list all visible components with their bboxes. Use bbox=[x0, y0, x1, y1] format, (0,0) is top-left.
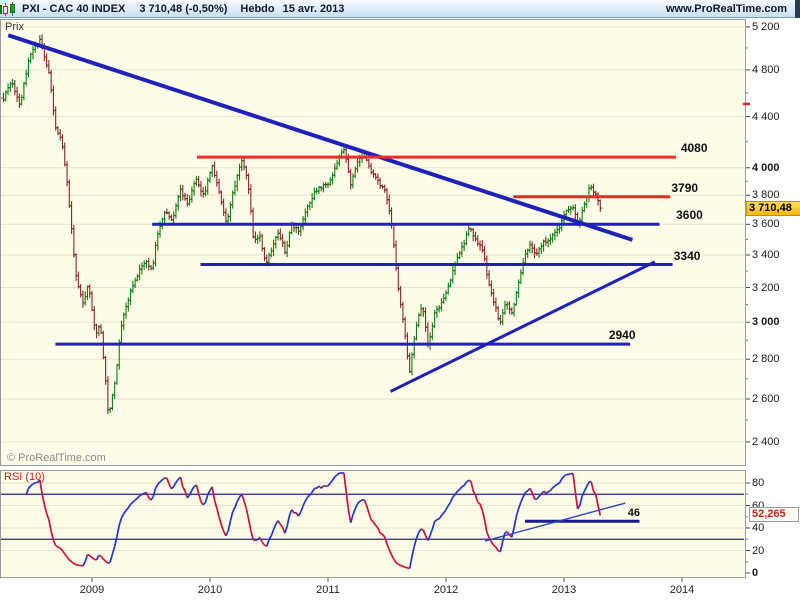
time-axis-year-label: 2011 bbox=[316, 584, 340, 596]
date-label: 15 avr. 2013 bbox=[282, 2, 345, 15]
price-axis-label: 3 600 bbox=[752, 218, 780, 231]
current-price-marker: 3 710,48 bbox=[746, 201, 800, 217]
price-axis-title: Prix bbox=[5, 21, 24, 33]
rsi-indicator-label[interactable]: RSI (10) bbox=[4, 471, 45, 483]
price-axis-label: 3 000 bbox=[752, 316, 780, 329]
timeframe-label: Hebdo bbox=[240, 2, 275, 15]
price-axis-label: 2 600 bbox=[752, 392, 780, 405]
time-axis-year-label: 2009 bbox=[79, 584, 105, 596]
time-axis-year-label: 2012 bbox=[433, 584, 459, 596]
rsi-level-annotation: 46 bbox=[627, 507, 640, 520]
price-axis-label: 2 800 bbox=[752, 353, 780, 366]
rsi-indicator-plot[interactable] bbox=[0, 470, 746, 578]
rsi-axis-label: 80 bbox=[752, 477, 765, 489]
main-chart-plot[interactable] bbox=[0, 19, 746, 466]
prorealtime-watermark: © ProRealTime.com bbox=[7, 452, 106, 464]
rsi-axis-label: 40 bbox=[752, 522, 765, 534]
rsi-axis-label: 0 bbox=[752, 567, 759, 579]
title-bar: PXI - CAC 40 INDEX 3 710,48 (-0,50%) Heb… bbox=[0, 0, 800, 18]
time-axis-year-label: 2010 bbox=[197, 584, 223, 596]
price-axis-label: 3 800 bbox=[752, 189, 780, 202]
rsi-axis-label: 20 bbox=[752, 544, 765, 557]
price-change-percent: (-0,50%) bbox=[185, 2, 228, 15]
last-price: 3 710,48 bbox=[139, 2, 183, 15]
titlebar-edge-decoration bbox=[795, 0, 800, 18]
price-axis-label: 3 400 bbox=[752, 248, 780, 261]
price-axis-label: 3 200 bbox=[752, 281, 780, 294]
price-axis-label: 4 000 bbox=[752, 161, 780, 174]
last-price-and-change: 3 710,48 (-0,50%) bbox=[139, 3, 227, 15]
instrument-name: PXI - CAC 40 INDEX bbox=[22, 2, 126, 15]
candlestick-chart-icon bbox=[0, 1, 15, 16]
price-axis-label: 4 400 bbox=[752, 110, 780, 123]
price-axis-label: 4 800 bbox=[752, 63, 780, 76]
website-link[interactable]: www.ProRealTime.com bbox=[665, 2, 787, 15]
time-axis-year-label: 2013 bbox=[551, 584, 577, 596]
current-rsi-marker: 52,265 bbox=[749, 507, 799, 523]
price-axis-label: 5 200 bbox=[752, 20, 780, 33]
price-axis-label: 2 400 bbox=[752, 435, 780, 448]
time-axis-year-label: 2014 bbox=[669, 584, 695, 596]
